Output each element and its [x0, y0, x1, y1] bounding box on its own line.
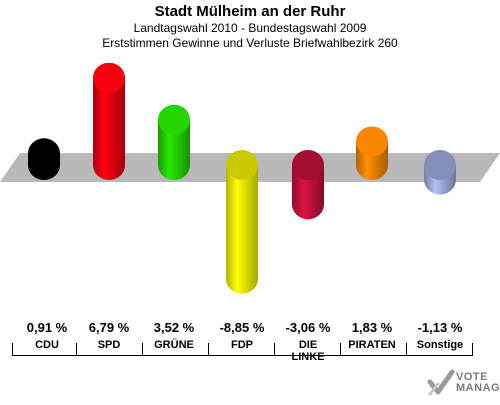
- category-label-fdp: FDP: [231, 339, 253, 351]
- bar-spd: [93, 62, 125, 180]
- category-label-cdu: CDU: [35, 339, 59, 351]
- category-label-spd: SPD: [97, 339, 121, 351]
- category-label-die-linke: DIE LINKE: [291, 339, 325, 363]
- value-label-fdp: -8,85 %: [219, 320, 265, 335]
- axis-tick: [142, 343, 143, 356]
- value-label-sonstige: -1,13 %: [417, 320, 463, 335]
- bar-fdp: [226, 150, 258, 294]
- value-label-spd: 6,79 %: [88, 320, 130, 335]
- value-label-piraten: 1,83 %: [351, 320, 393, 335]
- value-label-grüne: 3,52 %: [153, 320, 195, 335]
- header: Stadt Mülheim an der Ruhr Landtagswahl 2…: [0, 0, 500, 51]
- axis-tick: [472, 343, 473, 356]
- logo-text-vote: VOTE: [456, 371, 488, 383]
- chart-title: Stadt Mülheim an der Ruhr: [154, 3, 346, 20]
- bar-cdu: [28, 138, 60, 180]
- bar-piraten: [356, 126, 388, 180]
- value-labels-row: 0,91 % 6,79 % 3,52 % -8,85 % -3,06 % 1,83 % -1…: [0, 320, 500, 336]
- axis-tick: [406, 343, 407, 356]
- bar-grüne: [158, 104, 190, 180]
- value-label-die-linke: -3,06 %: [285, 320, 331, 335]
- bar-die-linke: [292, 150, 324, 220]
- axis-tick: [76, 343, 77, 356]
- axis-line: [12, 355, 472, 356]
- axis-tick: [208, 343, 209, 356]
- category-label-sonstige: Sonstige: [416, 339, 464, 351]
- logo-text-manager: MANAGER: [456, 382, 500, 394]
- axis-tick: [12, 343, 13, 356]
- logo-wordmark: VOTE MANAGER: [456, 372, 500, 394]
- category-label-piraten: PIRATEN: [348, 339, 396, 351]
- axis-tick: [340, 343, 341, 356]
- chart-subtitle-election: Landtagswahl 2010 - Bundestagswahl 2009: [133, 21, 367, 35]
- value-label-cdu: 0,91 %: [26, 320, 68, 335]
- category-label-grüne: GRÜNE: [154, 339, 194, 351]
- vote-manager-logo: VOTE MANAGER: [426, 368, 500, 400]
- chart-subtitle-district: Erststimmen Gewinne und Verluste Briefwa…: [102, 36, 398, 50]
- vote-manager-check-icon: [427, 369, 455, 396]
- bar-sonstige: [424, 150, 456, 195]
- axis-tick: [274, 343, 275, 356]
- category-labels-row: CDU SPD GRÜNE FDP DIE LINKE PIRATEN Sonstige: [0, 339, 500, 369]
